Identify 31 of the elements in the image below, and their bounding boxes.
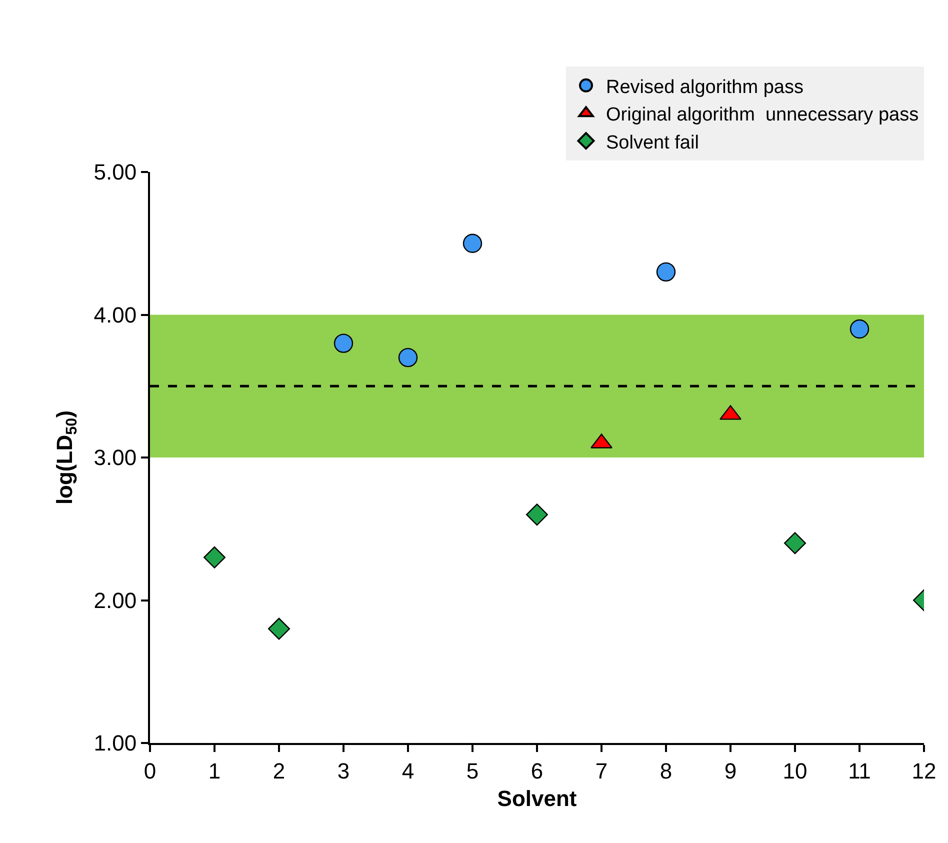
point — [334, 334, 354, 353]
point — [784, 532, 806, 554]
x-tick-label: 6 — [530, 758, 544, 784]
x-tick-label: 3 — [337, 758, 350, 784]
x-axis-title: Solvent — [497, 786, 578, 811]
legend-label: Original algorithm unnecessary pass — [606, 104, 919, 126]
point — [462, 234, 482, 253]
point — [850, 319, 870, 339]
y-tick-label: 2.00 — [94, 588, 137, 613]
x-tick-label: 0 — [144, 758, 156, 784]
x-tick-label: 12 — [912, 758, 936, 784]
point — [204, 546, 226, 568]
y-tick-label: 1.00 — [94, 730, 137, 756]
x-tick-label: 7 — [595, 758, 608, 784]
y-tick-label: 5.00 — [94, 160, 137, 185]
x-tick-label: 1 — [208, 758, 221, 784]
x-tick-label: 5 — [466, 758, 479, 784]
point — [268, 618, 290, 640]
y-tick-label: 4.00 — [94, 302, 137, 328]
x-tick-label: 10 — [782, 758, 808, 784]
point — [526, 504, 548, 526]
legend-label: Solvent fail — [606, 132, 699, 154]
point — [398, 348, 418, 368]
x-tick-label: 2 — [272, 758, 286, 784]
x-tick-label: 9 — [724, 758, 737, 784]
point — [656, 262, 676, 282]
x-tick-label: 11 — [848, 758, 871, 784]
y-tick-label: 3.00 — [94, 445, 137, 470]
x-tick-label: 8 — [660, 758, 672, 784]
x-tick-label: 4 — [402, 758, 414, 784]
legend-label: Revised algorithm pass — [606, 76, 804, 98]
